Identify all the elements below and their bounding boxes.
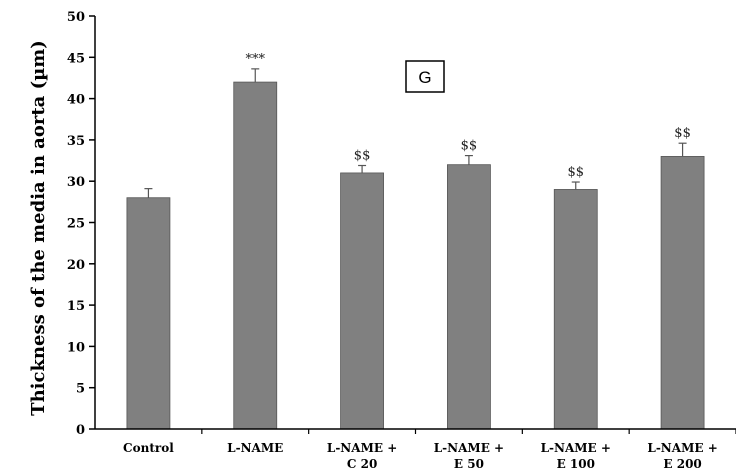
y-tick-label: 25 [67,217,85,232]
x-tick-label: Control [123,441,174,455]
bar [447,165,490,429]
y-axis: 0 5 10 15 20 25 30 35 40 45 50 [67,10,95,438]
x-tick-label: L-NAME + [327,441,397,455]
significance-label: $$ [567,165,584,180]
bar [554,189,597,429]
y-tick-label: 0 [76,423,85,438]
bar [234,82,277,429]
y-tick-label: 35 [67,134,85,149]
significance-label: $$ [354,149,371,164]
y-tick-label: 5 [76,382,85,397]
bar [341,173,384,429]
bar [127,198,170,429]
panel-label-text: G [418,68,431,87]
y-tick-label: 40 [67,93,85,108]
x-tick-label: L-NAME + [647,441,717,455]
bar [661,156,704,429]
panel-label: G [406,61,444,92]
x-tick-label: C 20 [347,457,377,471]
significance-label: $$ [674,126,691,141]
x-tick-label: L-NAME + [434,441,504,455]
y-tick-label: 10 [67,340,85,355]
y-tick-label: 45 [67,51,85,66]
x-tick-label: L-NAME [227,441,283,455]
significance-label: *** [246,52,266,67]
y-tick-label: 50 [67,10,85,25]
y-tick-label: 30 [67,175,85,190]
y-axis-label: Thickness of the media in aorta (µm) [28,40,49,416]
bars: *** $$ $$ $$ $$ [127,52,704,429]
x-tick-label: L-NAME + [541,441,611,455]
y-tick-label: 20 [67,258,85,273]
x-tick-label: E 200 [663,457,701,471]
x-tick-label: E 100 [557,457,595,471]
y-tick-label: 15 [67,299,85,314]
x-tick-label: E 50 [454,457,484,471]
x-axis: Control L-NAME L-NAME + C 20 L-NAME + E 50 L-N… [95,429,736,471]
significance-label: $$ [461,139,478,154]
